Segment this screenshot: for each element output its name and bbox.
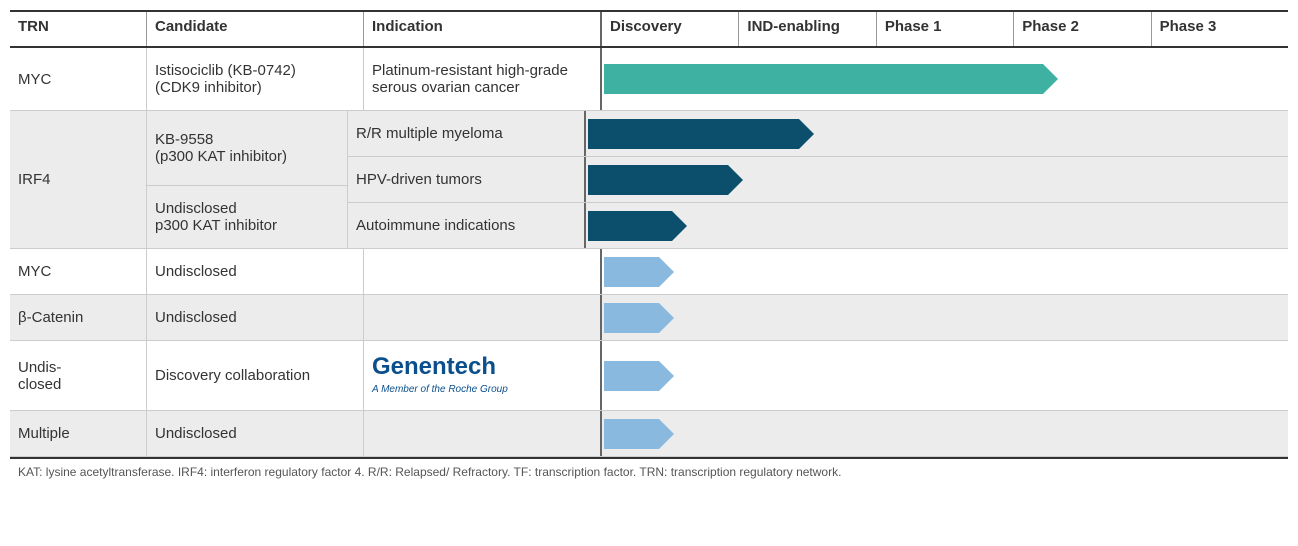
candidate-cell: Undisclosed [147,249,364,294]
table-row: MYC Istisociclib (KB-0742)(CDK9 inhibito… [10,48,1288,111]
indication-cell [364,295,600,340]
progress-arrow [604,64,1057,94]
bar-area [600,249,1288,294]
trn-cell: MYC [10,249,147,294]
trn-cell: IRF4 [10,111,147,248]
progress-arrow [604,419,673,449]
rows-container: MYC Istisociclib (KB-0742)(CDK9 inhibito… [10,48,1288,457]
bar-area [600,341,1288,410]
trn-cell: MYC [10,48,147,110]
table-row: Multiple Undisclosed [10,411,1288,457]
bar-area [600,48,1288,110]
candidate-cell: Undisclosed [147,411,364,456]
indication-cell [364,249,600,294]
progress-arrow [588,211,686,241]
table-row: β-Catenin Undisclosed [10,295,1288,341]
phase-col: Phase 2 [1014,12,1151,46]
header-indication: Indication [364,12,600,46]
trn-cell: β-Catenin [10,295,147,340]
header-row: TRN Candidate Indication Discovery IND-e… [10,12,1288,48]
phase-col: Discovery [602,12,739,46]
phase-col: Phase 3 [1152,12,1288,46]
candidate-cell: Discovery collaboration [147,341,364,410]
bar-area [584,157,1288,202]
trn-cell: Multiple [10,411,147,456]
progress-arrow [588,165,742,195]
header-candidate: Candidate [147,12,364,46]
header-trn: TRN [10,12,147,46]
footnote: KAT: lysine acetyltransferase. IRF4: int… [10,459,1288,485]
indication-cell: Platinum-resistant high-grade serous ova… [364,48,600,110]
partner-logo: Genentech [372,355,496,379]
indication-cell: HPV-driven tumors [348,157,584,202]
table-row: Undis-closed Discovery collaboration Gen… [10,341,1288,411]
partner-sub: A Member of the Roche Group [372,384,508,395]
phase-col: Phase 1 [877,12,1014,46]
bar-area [600,295,1288,340]
candidate-cell: Undisclosed [147,295,364,340]
indication-cell: R/R multiple myeloma [348,111,584,156]
indication-cell: Autoimmune indications [348,203,584,248]
indication-cell: Genentech A Member of the Roche Group [364,341,600,410]
phase-col: IND-enabling [739,12,876,46]
trn-cell: Undis-closed [10,341,147,410]
candidate-cell: Undisclosedp300 KAT inhibitor [147,186,347,248]
progress-arrow [604,303,673,333]
header-phases: Discovery IND-enabling Phase 1 Phase 2 P… [600,12,1288,46]
bar-area [584,203,1288,248]
indication-bar-group: R/R multiple myeloma HPV-driven tumors A… [348,111,1288,248]
table-row: MYC Undisclosed [10,249,1288,295]
candidate-cell: KB-9558(p300 KAT inhibitor) [147,111,347,186]
progress-arrow [588,119,813,149]
progress-arrow [604,257,673,287]
candidate-cell: Istisociclib (KB-0742)(CDK9 inhibitor) [147,48,364,110]
candidate-group: KB-9558(p300 KAT inhibitor)Undisclosedp3… [147,111,348,248]
bar-area [600,411,1288,456]
progress-arrow [604,361,673,391]
table-row: IRF4 KB-9558(p300 KAT inhibitor)Undisclo… [10,111,1288,249]
indication-cell [364,411,600,456]
bar-area [584,111,1288,156]
pipeline-table: TRN Candidate Indication Discovery IND-e… [10,10,1288,459]
